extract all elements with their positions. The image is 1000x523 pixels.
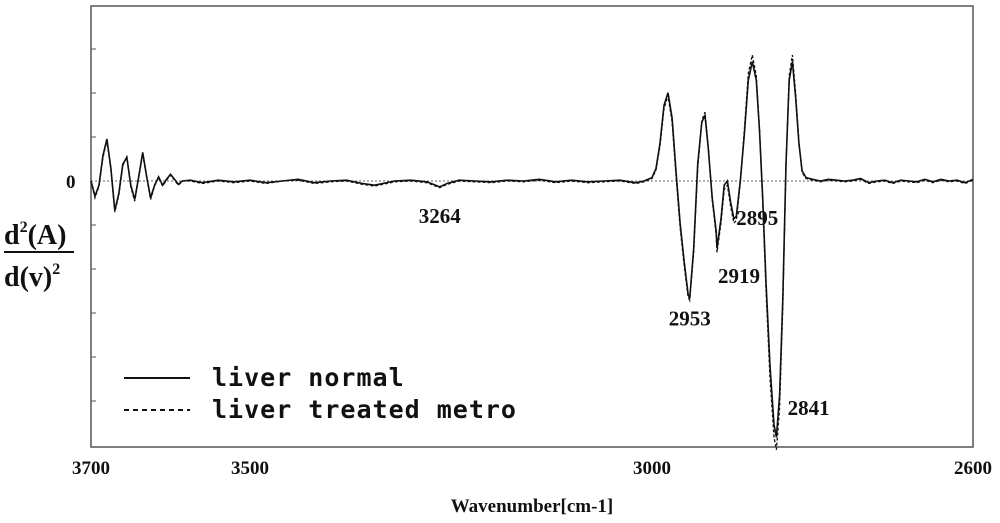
x-tick-label: 3700: [72, 458, 110, 479]
peak-annotations: 3264 2953 2919 2895 2841: [419, 204, 830, 420]
plot-frame: [90, 5, 974, 448]
y-tick-marks: [91, 48, 96, 402]
peak-label-2919: 2919: [718, 264, 760, 288]
x-tick-label: 3500: [231, 458, 269, 479]
x-tick-label: 3000: [633, 458, 671, 479]
y-axis-label: d2(A) d(v)2: [4, 219, 74, 293]
legend-label-treated: liver treated metro: [212, 395, 517, 424]
series-line-treated: [90, 54, 974, 450]
legend-label-normal: liver normal: [212, 363, 405, 392]
y-label-numerator: d2(A): [4, 219, 66, 251]
peak-label-3264: 3264: [419, 204, 462, 228]
peak-label-2841: 2841: [788, 396, 830, 420]
series-group: [90, 54, 974, 450]
y-label-denominator: d(v)2: [4, 261, 60, 293]
peak-label-2953: 2953: [669, 307, 711, 331]
legend: liver normal liver treated metro: [124, 363, 517, 424]
peak-label-2895: 2895: [736, 206, 778, 230]
y-tick-label: 0: [66, 172, 76, 193]
x-axis-label: Wavenumber[cm-1]: [451, 496, 614, 517]
x-tick-label: 2600: [954, 458, 992, 479]
x-tick-labels: 3700 3500 3000 2600: [72, 458, 992, 479]
